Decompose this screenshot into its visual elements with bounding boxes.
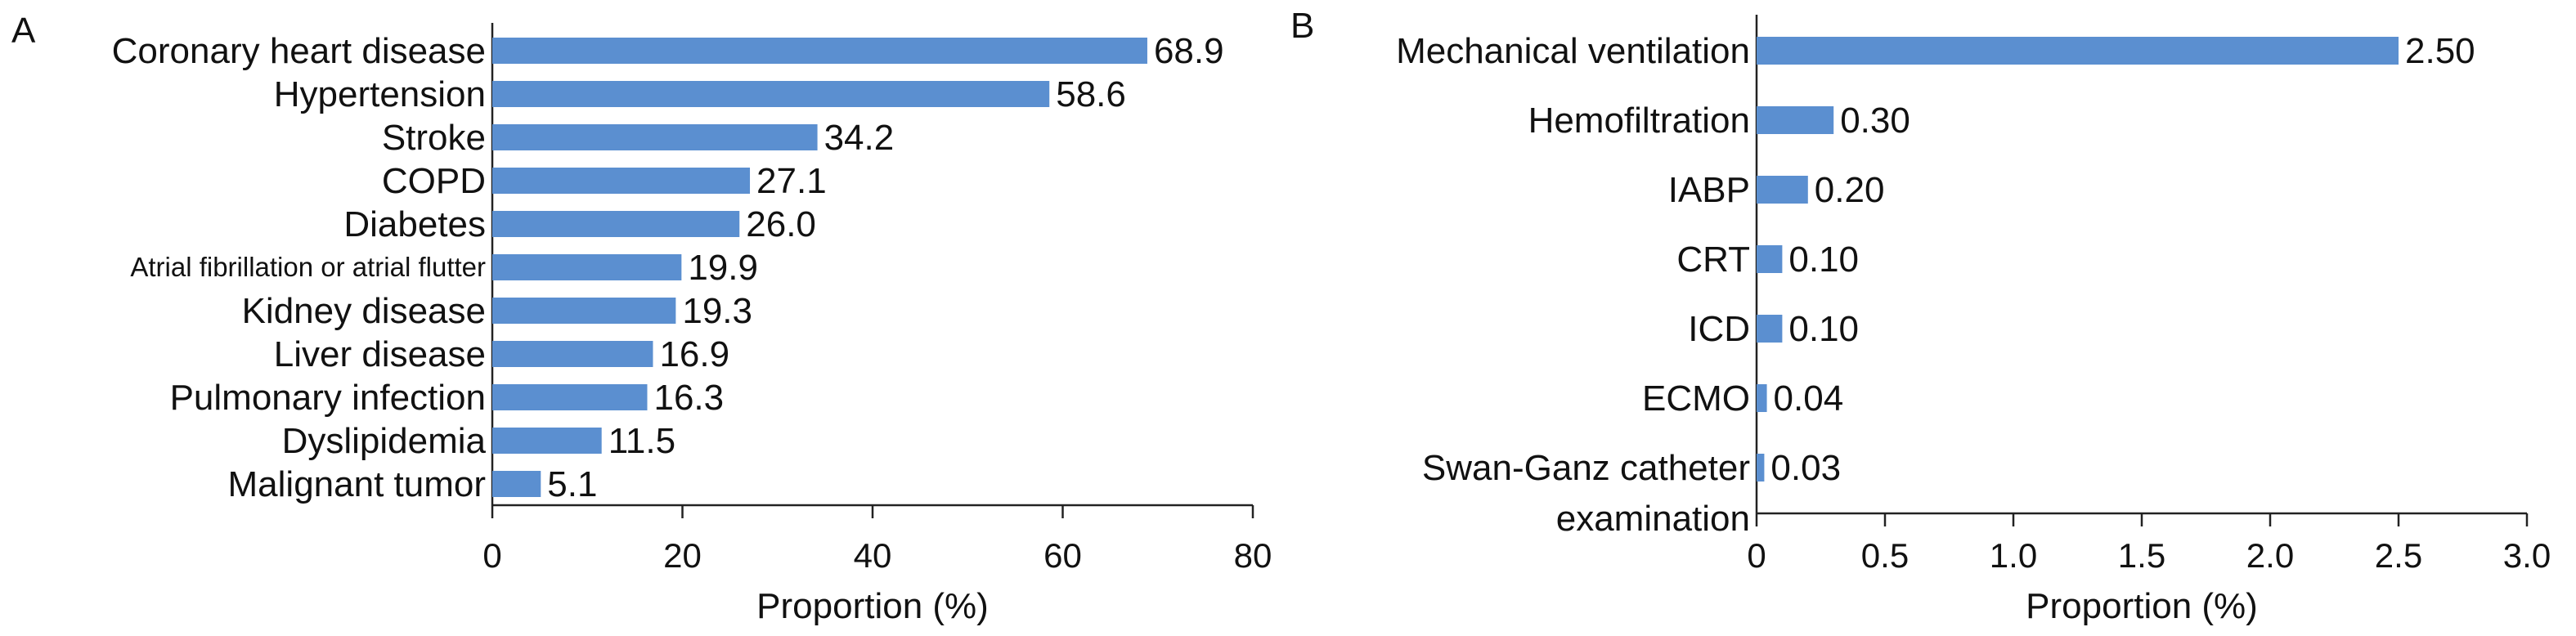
data-label: 19.3: [682, 291, 752, 331]
data-label: 27.1: [756, 161, 827, 201]
data-label: 0.03: [1770, 448, 1841, 488]
data-label: 26.0: [746, 204, 816, 244]
data-label: 0.10: [1788, 240, 1859, 280]
data-label: 0.20: [1815, 170, 1885, 210]
bar: [1757, 315, 1783, 343]
category-label-line: examination: [1556, 499, 1750, 539]
data-label: 58.6: [1056, 74, 1126, 114]
category-label: Stroke: [382, 118, 486, 158]
x-tick-label: 20: [663, 536, 702, 575]
bar: [492, 168, 751, 194]
bar: [492, 211, 740, 237]
data-label: 0.04: [1774, 378, 1844, 419]
data-label: 68.9: [1154, 31, 1224, 71]
panel-letter: A: [11, 11, 36, 51]
x-tick-label: 0: [482, 536, 501, 575]
panel-letter: B: [1290, 6, 1314, 46]
data-label: 5.1: [547, 464, 597, 504]
x-tick-label: 1.5: [2118, 536, 2165, 575]
category-label: COPD: [382, 161, 486, 201]
category-label: Diabetes: [343, 204, 486, 244]
panel-b: B 0 0.5 1.0 1.5 2.0 2.5 3.0 Proportion (%) 2.50 Me…: [1290, 6, 2551, 626]
bar: [492, 38, 1147, 64]
category-label: IABP: [1668, 170, 1750, 210]
x-axis-title: Proportion (%): [756, 586, 989, 626]
x-axis-title: Proportion (%): [2026, 586, 2258, 626]
category-label: ECMO: [1642, 378, 1750, 419]
x-tick-label: 0.5: [1861, 536, 1909, 575]
data-label: 0.10: [1788, 309, 1859, 349]
category-label: Atrial fibrillation or atrial flutter: [130, 252, 486, 282]
category-label: Pulmonary infection: [170, 378, 486, 418]
bar: [1757, 384, 1767, 412]
category-label: Swan-Ganz catheter examination: [1422, 448, 1750, 539]
x-tick-label: 60: [1043, 536, 1082, 575]
category-label: Hemofiltration: [1528, 101, 1750, 141]
bar: [492, 471, 541, 497]
panel-a: A 0 20 40 60 80 Proportion (%) 68.9 Coronary hea…: [11, 11, 1272, 626]
category-label-line: Swan-Ganz catheter: [1422, 448, 1750, 488]
x-tick-label: 80: [1234, 536, 1272, 575]
bar: [1757, 454, 1765, 481]
category-label: Liver disease: [274, 334, 486, 374]
bar: [492, 124, 818, 150]
category-label: Dyslipidemia: [282, 421, 487, 461]
category-label: Kidney disease: [242, 291, 486, 331]
category-label: Hypertension: [274, 74, 486, 114]
bar: [1757, 176, 1808, 204]
x-tick-label: 40: [854, 536, 892, 575]
bar: [1757, 37, 2399, 65]
data-label: 16.3: [653, 378, 724, 418]
bar: [1757, 106, 1834, 134]
data-label: 19.9: [688, 248, 758, 288]
bar: [492, 298, 676, 324]
x-tick-label: 2.0: [2246, 536, 2294, 575]
category-label: Mechanical ventilation: [1396, 31, 1750, 71]
data-label: 34.2: [824, 118, 895, 158]
category-label: CRT: [1676, 240, 1750, 280]
data-label: 2.50: [2405, 31, 2475, 71]
bar: [492, 428, 602, 454]
bar: [492, 384, 648, 410]
x-tick-label: 3.0: [2503, 536, 2551, 575]
category-label: Malignant tumor: [228, 464, 486, 504]
bar: [492, 341, 653, 367]
bar: [1757, 245, 1783, 273]
bar: [492, 81, 1050, 107]
category-label: ICD: [1688, 309, 1750, 349]
x-tick-label: 1.0: [1990, 536, 2037, 575]
bar: [492, 254, 682, 280]
data-label: 16.9: [659, 334, 729, 374]
x-tick-label: 2.5: [2375, 536, 2422, 575]
data-label: 0.30: [1840, 101, 1910, 141]
x-tick-label: 0: [1747, 536, 1766, 575]
category-label: Coronary heart disease: [112, 31, 486, 71]
data-label: 11.5: [608, 421, 675, 461]
